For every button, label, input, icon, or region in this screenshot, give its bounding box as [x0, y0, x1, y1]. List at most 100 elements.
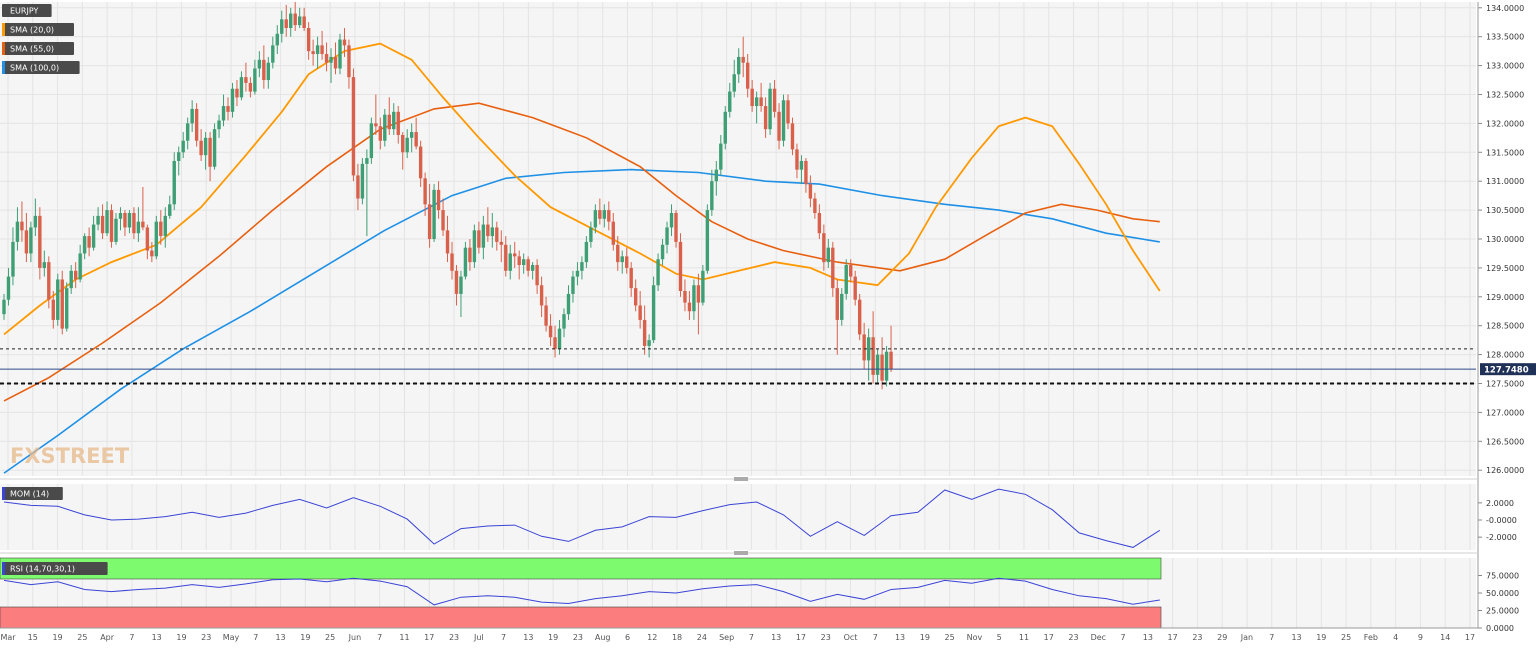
candle-body: [342, 39, 347, 46]
x-tick-label: 25: [325, 633, 335, 642]
candle: [687, 291, 692, 320]
candle-body: [11, 241, 15, 277]
rsi-overbought-band: [0, 557, 1162, 580]
mom-splitter-handle: [734, 477, 748, 481]
candle-body: [669, 212, 674, 228]
x-tick-label: 13: [1143, 633, 1153, 642]
candle-body: [571, 276, 575, 294]
candle: [562, 308, 566, 338]
candle: [297, 7, 302, 29]
candle: [369, 117, 374, 164]
candle: [226, 97, 230, 121]
candle: [60, 270, 64, 335]
candle: [203, 132, 208, 170]
candle: [508, 244, 512, 280]
candle: [280, 10, 284, 43]
candle: [548, 314, 553, 346]
x-tick-label: 15: [28, 633, 38, 642]
candle: [73, 262, 78, 289]
candle: [584, 236, 589, 268]
candle: [831, 241, 835, 297]
candle-body: [683, 291, 687, 303]
price-tick-label: 131.0000: [1486, 177, 1524, 186]
candle: [315, 36, 320, 69]
candle: [284, 4, 288, 37]
candle-body: [495, 227, 499, 242]
candle-body: [504, 244, 508, 271]
candle: [857, 293, 862, 341]
candle-body: [526, 259, 530, 271]
candle-body: [38, 215, 42, 268]
candle: [262, 45, 266, 89]
candle-body: [87, 236, 91, 248]
candle: [513, 241, 517, 268]
x-tick-label: 25: [1341, 633, 1351, 642]
candle: [2, 293, 6, 320]
candle: [719, 134, 723, 176]
candle: [383, 108, 387, 147]
candle: [750, 80, 754, 112]
candle: [114, 212, 118, 245]
rsi-label-bg: [2, 562, 108, 575]
candle: [647, 334, 651, 358]
candle: [701, 265, 705, 306]
candle-body: [871, 337, 875, 375]
rsi-tick-label: 75.0000: [1486, 572, 1519, 581]
candle-body: [593, 210, 598, 228]
candle: [826, 239, 831, 268]
candle: [490, 212, 495, 248]
candle-body: [840, 293, 844, 320]
x-tick-label: 7: [873, 633, 878, 642]
x-tick-label: 23: [1192, 633, 1202, 642]
candle: [674, 210, 678, 248]
watermark-logo: FXSTREET: [10, 444, 130, 468]
x-tick-label: Jul: [473, 633, 484, 642]
candle: [468, 239, 472, 271]
candle-body: [6, 276, 11, 300]
mom-label-bg: [2, 487, 63, 500]
candle-body: [499, 241, 503, 245]
candle: [360, 158, 365, 205]
candle-body: [535, 265, 539, 286]
candle-body: [56, 279, 60, 320]
candle-body: [127, 212, 132, 228]
candle-body: [199, 140, 203, 156]
price-tick-label: 128.0000: [1486, 351, 1524, 360]
candle: [526, 256, 530, 277]
sma55-label-bg: [2, 42, 74, 55]
candle-body: [297, 16, 302, 26]
candle: [20, 201, 24, 242]
candle: [414, 117, 418, 150]
candle: [669, 204, 674, 237]
candle: [598, 198, 602, 225]
candle: [324, 42, 329, 72]
candle-body: [203, 137, 208, 156]
candle-body: [271, 45, 275, 63]
candle-body: [190, 108, 194, 124]
candle: [822, 224, 826, 271]
sma100-line: [3, 168, 1160, 474]
rsi-line: [3, 577, 1160, 606]
candle: [880, 337, 884, 390]
sma55-label-text: SMA (55,0): [10, 45, 54, 54]
candle: [620, 250, 624, 274]
candle-body: [226, 106, 230, 112]
candle-body: [365, 158, 369, 164]
candle-body: [580, 262, 584, 271]
candle: [432, 184, 436, 242]
candle: [185, 117, 190, 150]
candle: [177, 146, 181, 176]
x-tick-label: 7: [1269, 633, 1274, 642]
candle-body: [799, 160, 804, 170]
x-tick-label: 29: [1217, 633, 1227, 642]
candle-body: [651, 285, 656, 341]
candle: [392, 103, 396, 135]
candle: [723, 106, 727, 150]
candle: [33, 198, 38, 237]
candle-body: [602, 210, 607, 219]
candle: [405, 129, 409, 159]
candle: [678, 233, 683, 297]
candle: [656, 253, 660, 292]
candle-body: [132, 212, 136, 234]
candle-body: [320, 45, 324, 55]
